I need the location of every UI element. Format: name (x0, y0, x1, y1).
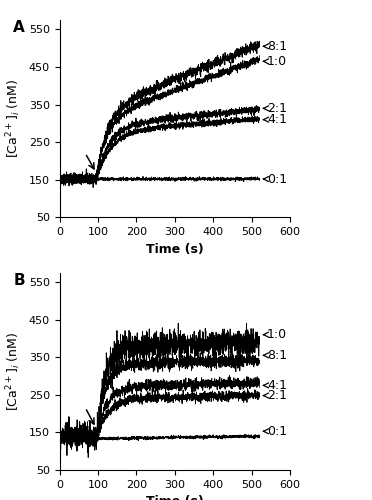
Text: 4:1: 4:1 (263, 113, 287, 126)
Text: 0:1: 0:1 (263, 172, 287, 186)
Text: 8:1: 8:1 (263, 349, 287, 362)
Text: 1:0: 1:0 (263, 328, 287, 341)
X-axis label: Time (s): Time (s) (146, 242, 204, 256)
Y-axis label: [Ca$^{2+}$]$_i$ (nM): [Ca$^{2+}$]$_i$ (nM) (4, 332, 23, 411)
Text: 1:0: 1:0 (263, 55, 287, 68)
Text: A: A (13, 20, 25, 35)
Text: 4:1: 4:1 (263, 379, 287, 392)
Y-axis label: [Ca$^{2+}$]$_i$ (nM): [Ca$^{2+}$]$_i$ (nM) (4, 79, 23, 158)
Text: B: B (13, 272, 25, 287)
Text: 0:1: 0:1 (263, 425, 287, 438)
Text: 2:1: 2:1 (263, 389, 287, 402)
X-axis label: Time (s): Time (s) (146, 496, 204, 500)
Text: 2:1: 2:1 (263, 102, 287, 115)
Text: 8:1: 8:1 (263, 40, 287, 53)
